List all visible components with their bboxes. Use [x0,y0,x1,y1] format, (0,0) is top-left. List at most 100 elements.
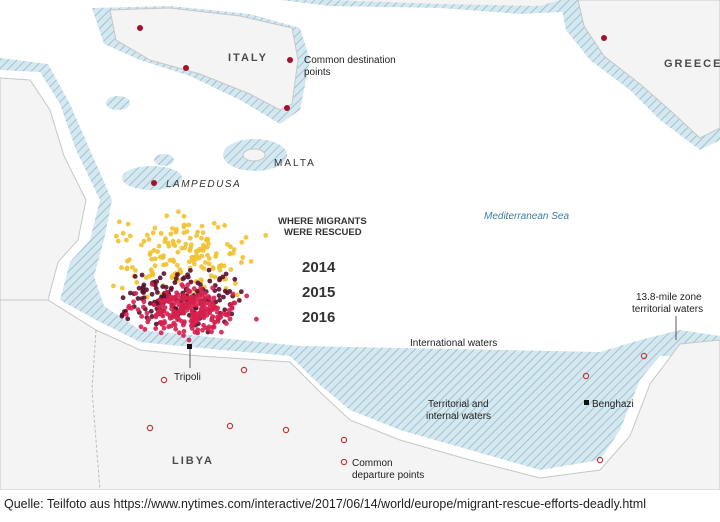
rescue-point-2015 [175,272,180,277]
destination-point [137,25,143,31]
rescue-point-2015 [127,290,133,296]
rescue-point-2014 [169,275,175,280]
rescue-point-2014 [199,235,205,241]
rescue-point-2014 [205,244,210,250]
rescue-point-2014 [156,243,162,249]
rescue-point-2014 [212,274,218,280]
label-zone-line2: territorial waters [632,304,703,315]
rescue-point-2014 [186,222,192,228]
rescue-point-2016 [232,300,238,306]
rescue-point-2014 [200,246,205,252]
rescue-point-2016 [157,297,163,303]
rescue-point-2014 [119,285,125,291]
rescue-point-2016 [186,337,192,343]
rescue-point-2016 [176,330,182,336]
rescue-point-2014 [176,239,182,244]
rescue-point-2016 [185,282,191,288]
rescue-point-2016 [190,303,196,308]
rescue-point-2014 [248,259,254,264]
label-territorial-line2: internal waters [426,411,491,422]
rescue-point-2015 [168,287,174,292]
rescue-point-2014 [155,249,161,255]
rescue-point-2015 [172,280,178,285]
rescue-point-2014 [168,231,174,237]
rescue-point-2014 [210,265,216,270]
rescue-point-2016 [155,310,161,315]
rescue-point-2014 [263,233,269,238]
rescue-point-2014 [233,281,238,286]
rescue-point-2016 [182,297,187,302]
rescue-point-2016 [181,310,187,316]
rescue-point-2014 [215,224,221,230]
rescue-point-2016 [131,299,137,305]
rescue-point-2014 [201,242,206,248]
rescue-point-2016 [224,311,230,317]
rescue-point-2016 [151,302,157,308]
rescue-point-2014 [119,265,124,271]
rescue-point-2015 [232,276,238,282]
rescue-point-2015 [216,293,222,298]
map-canvas: ITALY GREECE MALTA LAMPEDUSA LIBYA Tripo… [0,0,720,490]
rescue-point-2016 [197,297,203,302]
rescue-point-2015 [207,278,213,284]
rescue-point-2015 [185,272,191,278]
label-territorial-line1: Territorial and [428,399,489,410]
rescue-point-2016 [181,292,187,298]
departure-point [640,352,648,360]
rescue-point-2014 [234,292,240,298]
rescue-point-2016 [162,319,167,324]
rescue-point-2014 [116,219,122,225]
rescue-point-2016 [194,298,199,303]
rescue-point-2016 [145,319,151,325]
source-caption: Quelle: Teilfoto aus https://www.nytimes… [4,497,646,511]
label-libya: LIBYA [172,455,214,467]
rescue-point-2015 [120,295,126,301]
rescue-point-2015 [132,274,138,279]
rescue-point-2015 [238,289,244,295]
rescue-point-2015 [188,279,194,285]
rescue-point-2016 [158,330,164,336]
benghazi-marker [584,400,589,405]
rescue-point-2016 [138,324,144,330]
legend-title-line2: WERE RESCUED [284,227,362,238]
rescue-point-2014 [150,230,156,236]
rescue-point-2015 [157,275,163,281]
rescue-point-2014 [193,249,199,254]
rescue-point-2016 [133,291,139,296]
rescue-point-2016 [181,322,186,328]
rescue-point-2015 [119,313,125,319]
destination-point [287,57,293,63]
destination-points [137,25,607,186]
legend-title-line1: WHERE MIGRANTS [278,216,367,227]
label-destination-line1: Common destination [304,55,396,66]
rescue-point-2016 [135,307,141,312]
rescue-point-2016 [201,300,207,305]
rescue-point-2014 [125,258,130,264]
rescue-point-2014 [205,236,211,242]
rescue-point-2016 [202,291,208,296]
label-greece: GREECE [664,58,720,70]
rescue-point-2014 [120,230,126,236]
rescue-point-2014 [129,264,135,270]
rescue-point-2014 [151,248,157,253]
land [0,0,720,490]
rescue-point-2016 [211,324,217,330]
rescue-point-2014 [206,256,212,261]
rescue-point-2016 [207,301,212,307]
rescue-point-2015 [136,285,142,291]
rescue-point-2016 [202,295,208,301]
rescue-point-2014 [139,242,144,248]
rescue-point-2014 [183,241,189,247]
rescue-point-2014 [184,229,190,234]
rescue-point-2016 [194,329,200,335]
rescue-point-2016 [124,312,129,317]
rescue-point-2014 [149,269,155,275]
rescue-point-2016 [215,319,221,324]
destination-point [601,35,607,41]
rescue-point-2014 [111,283,116,289]
rescue-point-2014 [152,225,158,231]
departure-point [160,376,168,384]
rescue-point-2014 [243,235,249,240]
rescue-point-2016 [175,292,181,298]
rescue-point-2014 [164,213,170,219]
